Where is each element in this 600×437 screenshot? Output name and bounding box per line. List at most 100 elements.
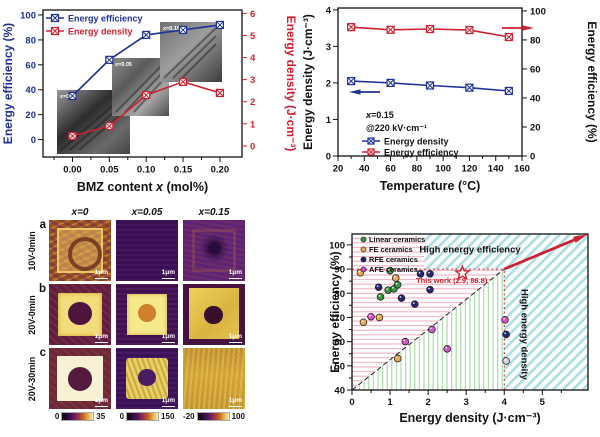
chart-text: 1 xyxy=(326,115,332,126)
pfm-row-gutter: a 10V-0min xyxy=(25,219,49,281)
chart-text: Energy density (J·cm⁻³) xyxy=(301,14,315,150)
chart-shape xyxy=(179,77,187,86)
chart-shape xyxy=(163,27,217,79)
chart-shape xyxy=(51,27,59,35)
chart-shape xyxy=(349,89,361,95)
chart-text: x=0 xyxy=(59,94,69,100)
chart-temperature: 20 40 60 80 100 120 140 16001234020406080100x=0… xyxy=(301,5,599,193)
chart-shape xyxy=(361,320,364,323)
chart-text: 5 xyxy=(250,31,256,42)
scalebar-label: 1μm xyxy=(229,397,242,407)
pfm-row-images: 1μm 1μm 1μm xyxy=(49,220,245,281)
chart-text: 140 xyxy=(488,164,504,175)
chart-shape xyxy=(386,288,389,290)
chart-text: 0.05 xyxy=(100,165,119,176)
chart-text: 40 xyxy=(530,93,541,104)
chart-text: 0 xyxy=(31,135,36,146)
colorbar-max: 100 xyxy=(231,412,245,421)
chart-text: 6 xyxy=(250,9,255,20)
chart-shape: x xyxy=(114,62,119,68)
chart-shape: BMZ content xyxy=(77,180,156,194)
chart-text: 2 xyxy=(425,397,430,408)
chart-shape xyxy=(347,77,355,85)
scalebar-label: 1μm xyxy=(229,333,242,343)
chart-shape xyxy=(502,330,510,339)
pfm-row-label: 20V-30min xyxy=(27,356,37,401)
chart-text: AFE ceramics xyxy=(369,265,418,274)
chart-text: x=0.15 xyxy=(365,110,394,120)
chart-shape: =0 xyxy=(63,94,69,100)
chart-text: RFE ceramics xyxy=(369,255,418,264)
colorbar-min: 0 xyxy=(119,412,125,421)
pfm-row-label: 20V-0min xyxy=(27,294,37,335)
chart-text: 0 xyxy=(349,397,354,408)
scalebar-label: 1μm xyxy=(95,269,108,279)
chart-text: 2 xyxy=(326,78,331,89)
colorbar-max: 150 xyxy=(161,412,175,421)
chart-text: This work (2.9, 86.8) xyxy=(416,276,488,285)
chart-shape xyxy=(401,337,410,346)
chart-shape xyxy=(453,264,471,281)
pfm-row-images: 1μm 1μm 1μm xyxy=(49,284,245,345)
pfm-row-letter: b xyxy=(38,283,46,295)
pfm-col-header: x=0 xyxy=(71,206,89,218)
chart-text: 100 xyxy=(435,164,451,175)
chart-text: BMZ content x (mol%) xyxy=(77,180,208,194)
chart-text: 0 xyxy=(326,152,331,163)
chart-shape: x xyxy=(59,94,64,100)
chart-shape xyxy=(503,317,505,320)
chart-text: 20 xyxy=(333,164,344,175)
chart-shape xyxy=(388,268,390,271)
chart-shape xyxy=(426,270,434,278)
chart-text: 3 xyxy=(464,397,469,408)
chart-shape xyxy=(502,357,510,365)
chart-shape xyxy=(359,318,368,327)
chart-shape xyxy=(393,281,402,289)
chart-text: 40 xyxy=(359,164,370,175)
chart-text: Temperature (°C) xyxy=(380,179,481,193)
chart-shape xyxy=(376,293,385,301)
chart-shape xyxy=(573,234,588,243)
chart-shape xyxy=(465,26,474,34)
chart-shape xyxy=(416,270,425,278)
chart-shape xyxy=(428,325,436,334)
colorbar-max: 35 xyxy=(96,412,106,421)
chart-text: Energy density (J·cm⁻³) xyxy=(284,16,298,152)
chart-text: 0 xyxy=(530,152,535,163)
chart-text: Energy density (J·cm⁻³) xyxy=(399,411,540,425)
chart-text: 5 xyxy=(540,397,546,408)
chart-text: Linear ceramics xyxy=(369,235,425,244)
chart-shape xyxy=(105,122,114,130)
chart-shape xyxy=(428,287,430,290)
chart-shape xyxy=(367,137,375,145)
chart-text: 4 xyxy=(326,5,332,16)
chart-text: 60 xyxy=(385,164,396,175)
scalebar-label: 1μm xyxy=(162,397,175,407)
pfm-image: 1μm xyxy=(183,220,245,281)
chart-shape xyxy=(403,339,406,342)
chart-shape xyxy=(391,286,394,289)
chart-shape xyxy=(424,234,588,390)
chart-text: Energy efficiency xyxy=(68,14,143,24)
colorbar: -20 100 xyxy=(183,412,245,421)
chart-shape xyxy=(505,33,513,41)
chart-text: High energy efficiency xyxy=(419,245,521,256)
pfm-image: 1μm xyxy=(116,220,178,281)
chart-shape xyxy=(181,43,217,79)
chart-text: High energy density xyxy=(518,289,529,381)
chart-shape xyxy=(376,285,379,288)
chart-shape xyxy=(360,246,367,253)
chart-shape xyxy=(78,111,125,151)
chart-shape xyxy=(504,358,507,361)
chart-shape xyxy=(386,25,395,34)
chart-shape xyxy=(68,132,77,140)
chart-text: 0 xyxy=(250,141,255,152)
chart-shape xyxy=(418,271,421,274)
chart-text: 50 xyxy=(334,361,345,372)
colorbar-gradient xyxy=(126,412,160,421)
chart-shape xyxy=(501,316,509,324)
scalebar-label: 1μm xyxy=(162,333,175,343)
chart-text: 80 xyxy=(412,164,423,175)
chart-shape xyxy=(360,256,367,263)
chart-shape: (mol%) xyxy=(163,180,208,194)
